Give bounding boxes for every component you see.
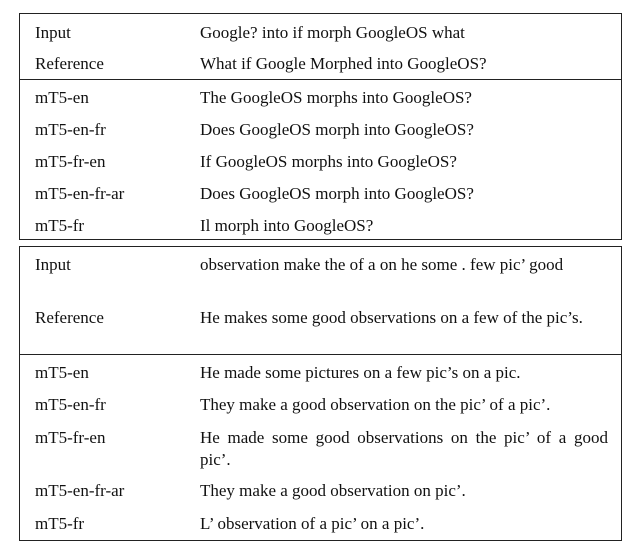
model-output-text: The GoogleOS morphs into GoogleOS? bbox=[200, 88, 472, 107]
section-divider bbox=[20, 354, 621, 355]
model-output-text: He made some pictures on a few pic’s on … bbox=[200, 363, 521, 382]
row-label: Reference bbox=[35, 308, 104, 327]
model-name: mT5-en-fr-ar bbox=[35, 481, 125, 500]
model-output-text: If GoogleOS morphs into GoogleOS? bbox=[200, 152, 457, 171]
row-label: Reference bbox=[35, 54, 104, 73]
model-output-text: Does GoogleOS morph into GoogleOS? bbox=[200, 184, 474, 203]
reference-text: What if Google Morphed into GoogleOS? bbox=[200, 54, 487, 73]
input-text: observation make the of a on he some . f… bbox=[200, 255, 564, 274]
model-output-text: Il morph into GoogleOS? bbox=[200, 216, 374, 235]
model-output-text: They make a good observation on the pic’… bbox=[200, 395, 551, 414]
example-table-2: Input observation make the of a on he so… bbox=[19, 246, 622, 541]
reference-text: He makes some good observations on a few… bbox=[200, 308, 583, 327]
model-output-text: L’ observation of a pic’ on a pic’. bbox=[200, 514, 425, 533]
model-output-text: They make a good observation on pic’. bbox=[200, 481, 466, 500]
model-name: mT5-en bbox=[35, 88, 89, 107]
model-name: mT5-fr-en bbox=[35, 152, 106, 171]
model-name: mT5-fr bbox=[35, 216, 85, 235]
model-name: mT5-en-fr-ar bbox=[35, 184, 125, 203]
row-label: Input bbox=[35, 23, 71, 42]
model-output-text: Does GoogleOS morph into GoogleOS? bbox=[200, 120, 474, 139]
model-name: mT5-en-fr bbox=[35, 395, 106, 414]
model-name: mT5-fr bbox=[35, 514, 85, 533]
model-name: mT5-en-fr bbox=[35, 120, 106, 139]
example-table-1: Input Google? into if morph GoogleOS wha… bbox=[19, 13, 622, 240]
section-divider bbox=[20, 79, 621, 80]
input-text: Google? into if morph GoogleOS what bbox=[200, 23, 465, 42]
model-name: mT5-en bbox=[35, 363, 89, 382]
row-label: Input bbox=[35, 255, 71, 274]
model-name: mT5-fr-en bbox=[35, 428, 106, 447]
model-output-text: He made some good observations on the pi… bbox=[200, 428, 608, 469]
